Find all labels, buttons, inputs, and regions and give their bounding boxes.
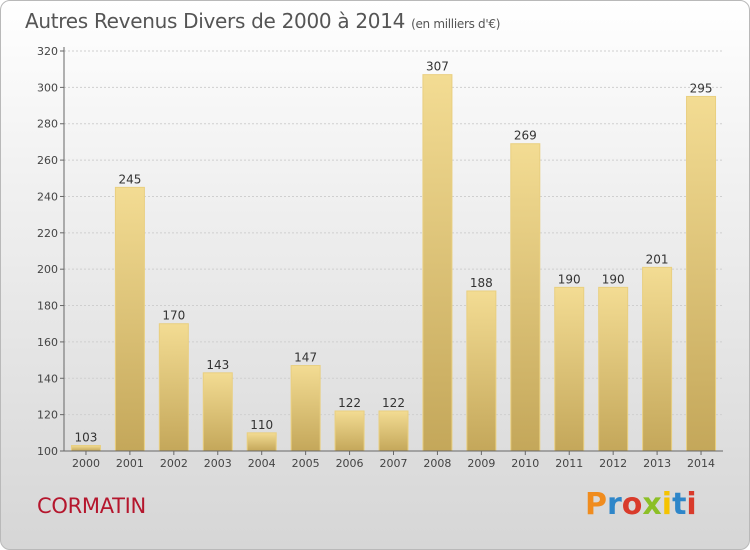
data-label: 122 <box>382 396 405 410</box>
data-label: 190 <box>558 272 581 286</box>
bar <box>202 372 233 452</box>
bar <box>334 410 365 452</box>
logo-letter: x <box>642 487 662 522</box>
data-label: 295 <box>690 81 713 95</box>
logo-letter: t <box>672 487 687 522</box>
x-tick-label: 2012 <box>599 457 627 470</box>
y-tick-label: 200 <box>37 263 58 276</box>
data-label: 147 <box>294 351 317 365</box>
data-label: 103 <box>75 431 98 445</box>
x-tick-label: 2005 <box>292 457 320 470</box>
bar <box>290 365 321 452</box>
axes: 100 120 140 160 180 200 220 240 260 280 300 320 2000… <box>37 45 723 470</box>
x-tick-label: 2002 <box>160 457 188 470</box>
x-tick-label: 2004 <box>248 457 276 470</box>
data-label: 245 <box>118 172 141 186</box>
y-tick-label: 120 <box>37 409 58 422</box>
x-tick-label: 2014 <box>687 457 715 470</box>
x-tick-label: 2000 <box>72 457 100 470</box>
logo-letter: i <box>661 487 673 522</box>
y-tick-label: 160 <box>37 336 58 349</box>
data-label: 307 <box>426 60 449 74</box>
data-label: 188 <box>470 276 493 290</box>
y-tick-label: 180 <box>37 300 58 313</box>
x-tick-label: 2011 <box>555 457 583 470</box>
bars <box>70 74 717 452</box>
commune-name: CORMATIN <box>37 494 146 518</box>
x-tick-label: 2003 <box>204 457 232 470</box>
bar <box>246 432 277 452</box>
data-label: 170 <box>162 309 185 323</box>
x-tick-label: 2006 <box>336 457 364 470</box>
bar <box>378 410 409 452</box>
data-label: 269 <box>514 129 537 143</box>
chart-unit: (en milliers d'€) <box>411 17 501 31</box>
bar <box>422 74 453 452</box>
chart-title: Autres Revenus Divers de 2000 à 2014 (en … <box>25 9 500 33</box>
x-tick-label: 2009 <box>467 457 495 470</box>
bar <box>686 95 717 452</box>
bar <box>114 186 145 452</box>
x-tick-label: 2007 <box>380 457 408 470</box>
bar <box>642 266 673 452</box>
bar <box>158 323 189 452</box>
y-tick-label: 100 <box>37 445 58 458</box>
x-tick-label: 2008 <box>423 457 451 470</box>
y-tick-label: 280 <box>37 118 58 131</box>
proxiti-logo: Proxiti <box>585 487 697 522</box>
data-label: 143 <box>206 358 229 372</box>
y-tick-label: 240 <box>37 190 58 203</box>
logo-letter: i <box>686 487 697 522</box>
y-tick-label: 220 <box>37 227 58 240</box>
logo-letter: P <box>585 487 607 522</box>
bar <box>598 286 629 452</box>
chart-title-text: Autres Revenus Divers de 2000 à 2014 <box>25 9 406 33</box>
bar <box>466 290 497 452</box>
y-tick-label: 320 <box>37 45 58 58</box>
bar <box>510 143 541 452</box>
data-label: 110 <box>250 418 273 432</box>
data-label: 190 <box>602 272 625 286</box>
y-tick-label: 260 <box>37 154 58 167</box>
data-label: 122 <box>338 396 361 410</box>
y-tick-label: 140 <box>37 372 58 385</box>
data-label: 201 <box>646 252 669 266</box>
y-tick-label: 300 <box>37 81 58 94</box>
labels: 103 245 170 143 110 147 122 122 307 188 269 190 190 2… <box>75 60 713 445</box>
x-tick-label: 2013 <box>643 457 671 470</box>
bar <box>554 286 585 452</box>
x-tick-label: 2001 <box>116 457 144 470</box>
logo-letter: o <box>621 487 643 522</box>
bar <box>70 445 101 452</box>
logo-letter: r <box>607 487 622 522</box>
x-tick-label: 2010 <box>511 457 539 470</box>
